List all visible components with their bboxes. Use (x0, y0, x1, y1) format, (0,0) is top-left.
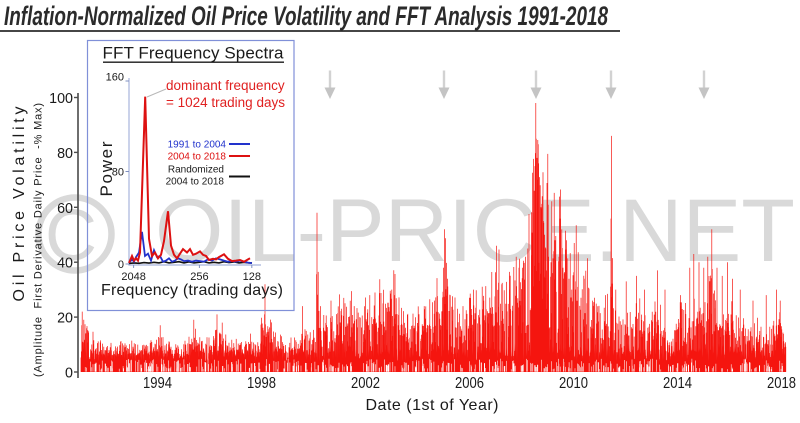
svg-text:Oil Price Volatility: Oil Price Volatility (11, 107, 28, 302)
svg-text:0: 0 (118, 259, 124, 271)
svg-text:2004 to 2018: 2004 to 2018 (166, 177, 225, 188)
svg-text:Inflation-Normalized Oil Price: Inflation-Normalized Oil Price Volatilit… (4, 1, 608, 31)
svg-text:128: 128 (243, 271, 261, 283)
svg-text:FFT Frequency Spectra: FFT Frequency Spectra (103, 44, 285, 63)
svg-text:OIL-PRICE.NET: OIL-PRICE.NET (155, 180, 795, 280)
svg-text:Randomized: Randomized (168, 165, 224, 176)
svg-text:(Amplitude First Derivative D: (Amplitude First Derivative Daily Price … (33, 103, 45, 377)
svg-text:Date (1st of Year): Date (1st of Year) (366, 397, 499, 414)
svg-text:1998: 1998 (247, 375, 276, 392)
svg-text:160: 160 (106, 72, 124, 84)
svg-text:2018: 2018 (767, 375, 796, 392)
svg-text:60: 60 (57, 201, 73, 217)
svg-text:dominant frequency: dominant frequency (166, 78, 285, 93)
svg-text:256: 256 (190, 271, 208, 283)
svg-text:2014: 2014 (663, 375, 692, 392)
svg-text:2048: 2048 (121, 271, 145, 283)
svg-text:80: 80 (57, 146, 73, 162)
svg-text:1994: 1994 (143, 375, 172, 392)
svg-text:2006: 2006 (455, 375, 484, 392)
svg-text:Power: Power (97, 141, 116, 196)
svg-text:80: 80 (112, 166, 124, 178)
svg-text:1991 to 2004: 1991 to 2004 (168, 140, 227, 151)
svg-text:C: C (45, 196, 97, 276)
svg-text:0: 0 (65, 366, 73, 382)
svg-text:Frequency (trading days): Frequency (trading days) (101, 282, 283, 299)
svg-text:= 1024 trading days: = 1024 trading days (166, 95, 285, 110)
svg-text:20: 20 (57, 311, 73, 327)
svg-text:2002: 2002 (351, 375, 380, 392)
svg-text:2004 to 2018: 2004 to 2018 (168, 152, 227, 163)
svg-text:100: 100 (49, 91, 73, 107)
svg-text:2010: 2010 (559, 375, 588, 392)
svg-text:40: 40 (57, 256, 73, 272)
